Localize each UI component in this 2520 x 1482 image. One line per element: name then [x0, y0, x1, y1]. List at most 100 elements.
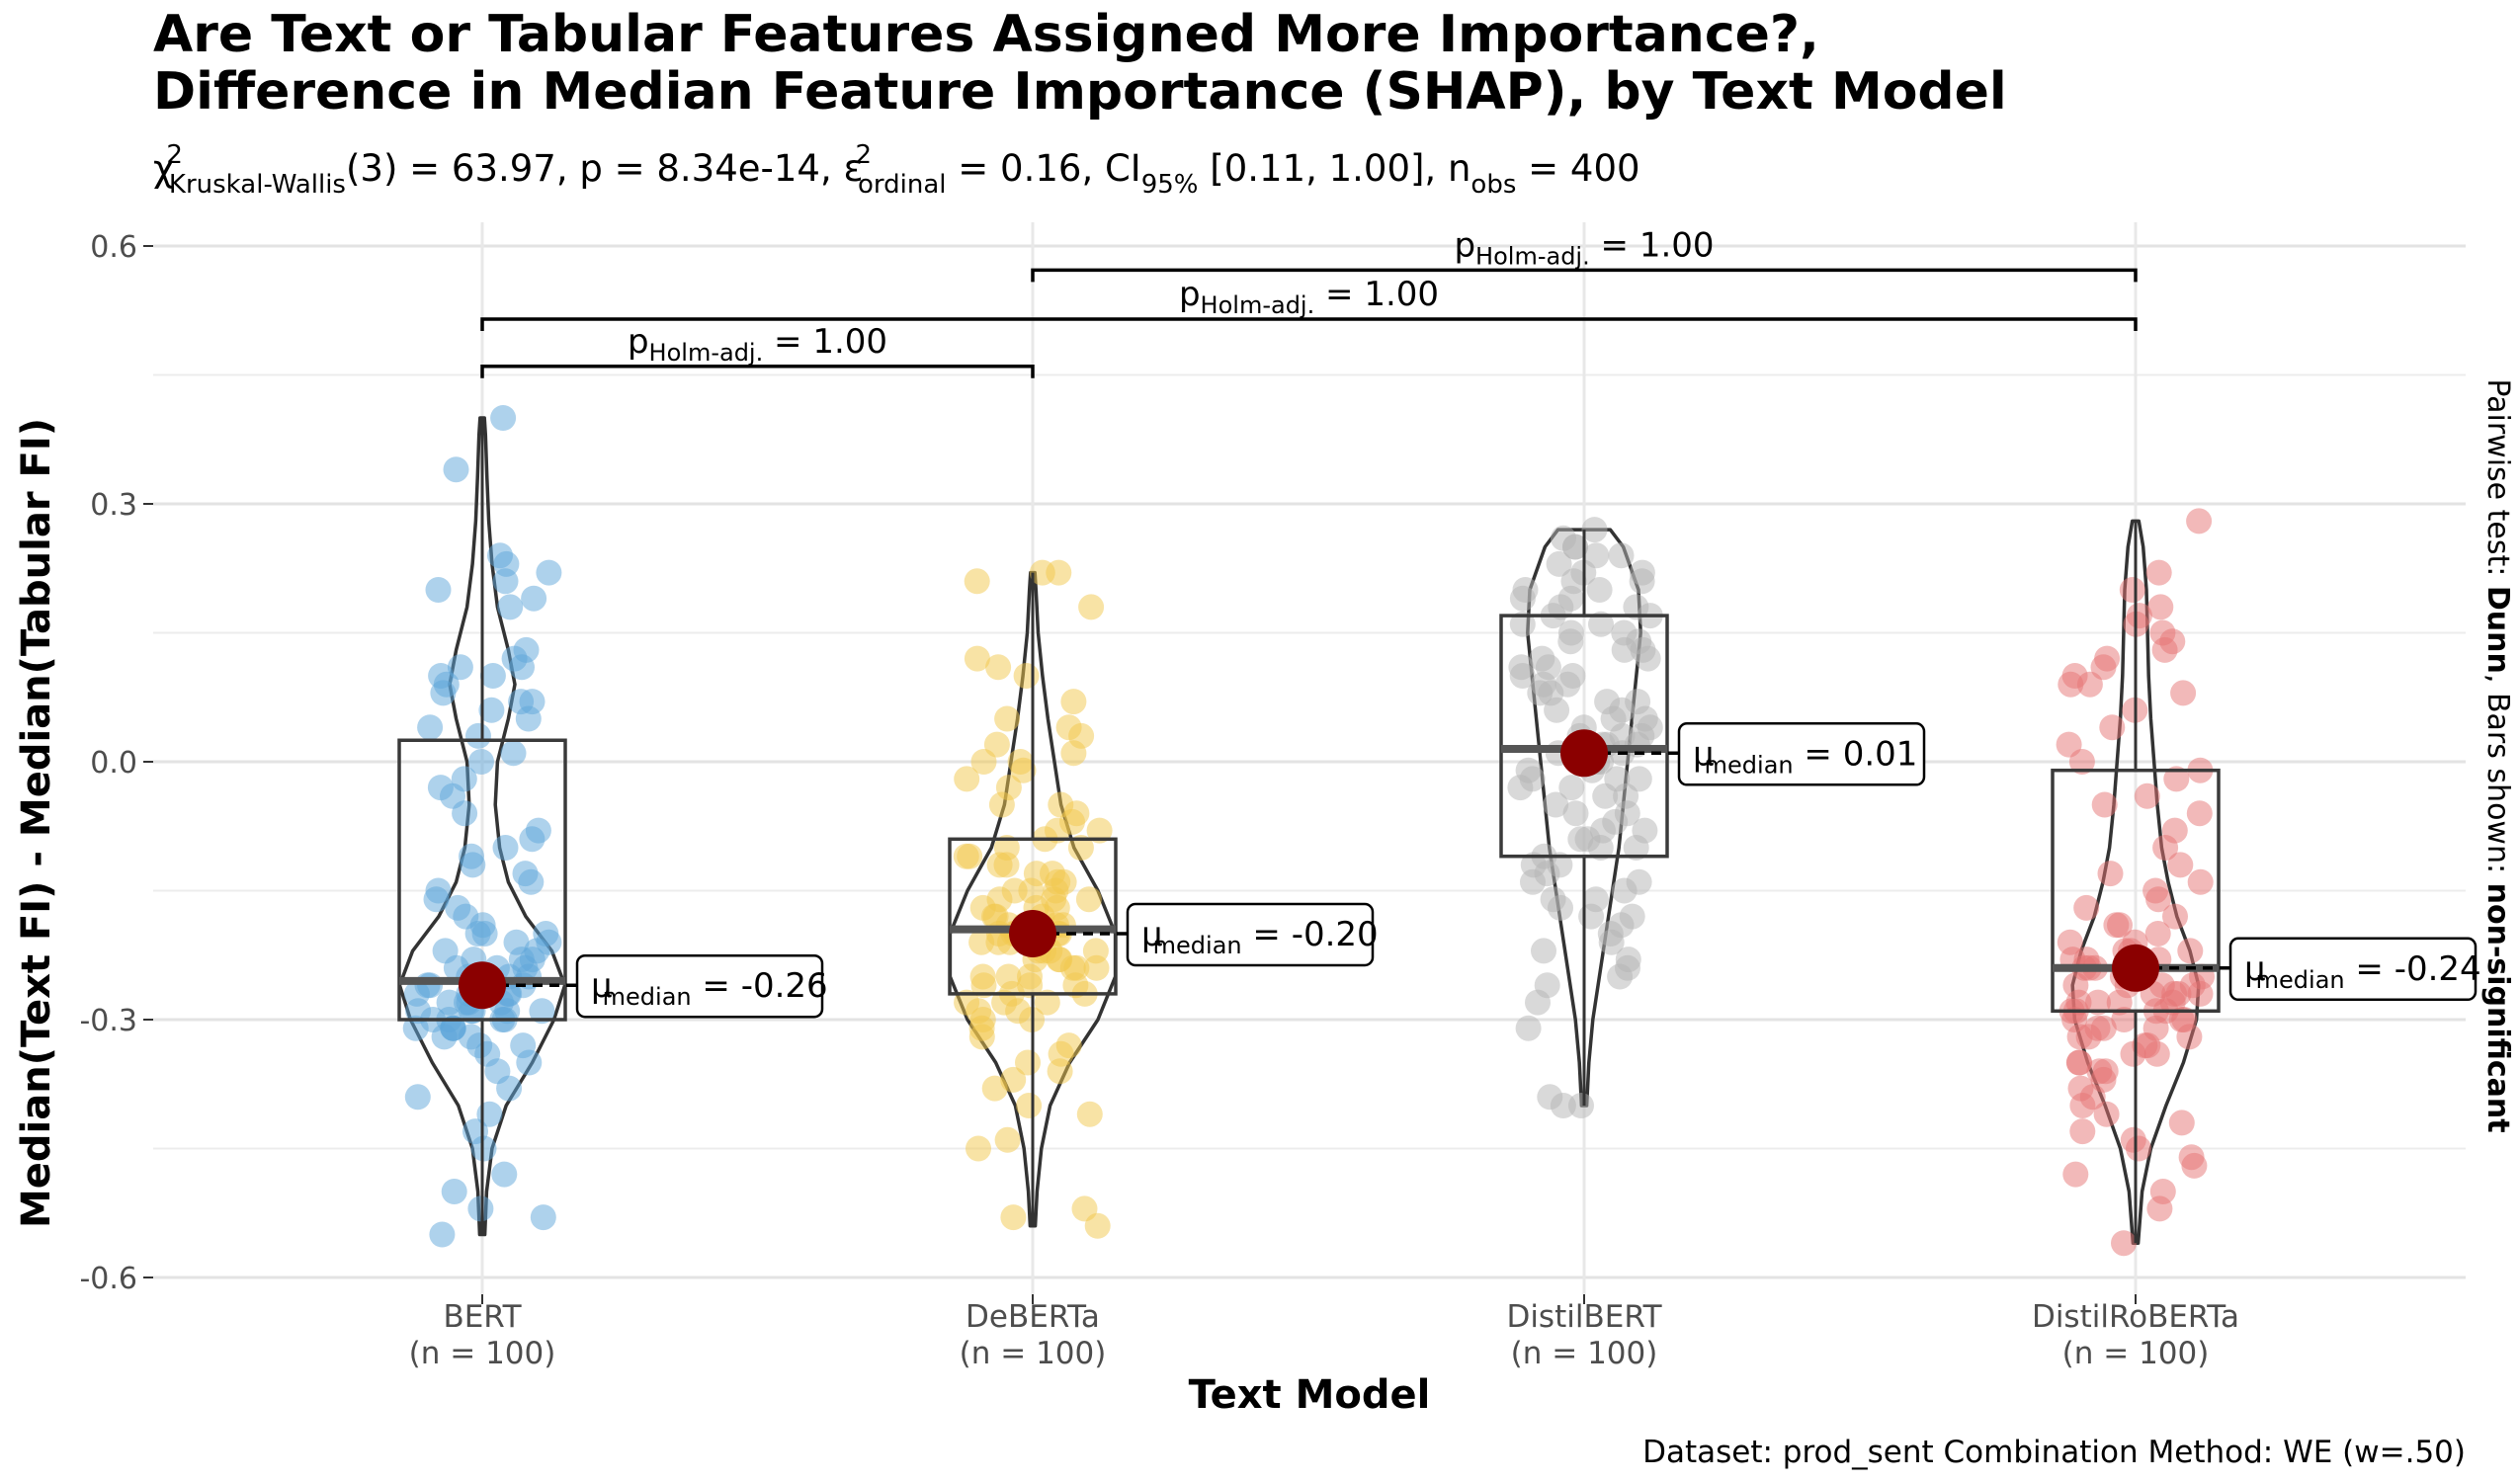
data-point: [991, 989, 1018, 1016]
data-point: [447, 654, 473, 681]
median-label-text: μmedian = -0.20: [1141, 915, 1379, 959]
y-tick-label: 0.3: [90, 488, 137, 523]
data-point: [1509, 585, 1536, 612]
box-iqr: [2051, 768, 2221, 1014]
data-point: [2163, 766, 2190, 792]
data-point: [968, 1024, 995, 1050]
data-point: [1531, 938, 1556, 964]
data-point: [1611, 877, 1638, 904]
data-point: [1557, 628, 1584, 655]
data-point: [2057, 929, 2083, 955]
data-point: [1626, 766, 1652, 792]
data-point: [427, 775, 454, 801]
data-point: [404, 1084, 431, 1111]
data-point: [1607, 963, 1634, 990]
data-point: [491, 1161, 518, 1188]
jitter-points: [402, 405, 2215, 1257]
x-tick-label: DistilBERT: [1506, 1299, 1662, 1335]
data-point: [490, 405, 517, 431]
median-markers: μmedian = -0.26 μmedian = -0.20 μmedian = …: [459, 722, 2481, 1019]
caption: Dataset: prod_sent Combination Method: W…: [1642, 1435, 2466, 1470]
median-point: [1009, 910, 1056, 957]
data-point: [508, 947, 535, 973]
data-point: [529, 998, 555, 1025]
data-point: [2073, 894, 2100, 921]
data-point: [452, 800, 478, 827]
data-point: [1623, 835, 1649, 861]
boxplots: [397, 418, 2221, 1244]
data-point: [981, 1075, 1008, 1102]
bracket-line: [1031, 268, 2138, 283]
violins: [397, 416, 2201, 1245]
x-tick-label: BERT: [443, 1299, 522, 1335]
data-point: [988, 791, 1015, 818]
data-point: [2159, 628, 2186, 655]
data-point: [2165, 980, 2192, 1007]
data-point: [2186, 800, 2213, 827]
data-point: [2170, 680, 2197, 706]
median-label: μmedian = -0.20: [1126, 902, 1379, 967]
data-point: [468, 749, 494, 775]
data-point: [2119, 577, 2145, 603]
median-label-box: [1677, 722, 1926, 786]
data-point: [2076, 671, 2103, 698]
data-point: [423, 886, 450, 913]
bracket-line: [480, 365, 1035, 378]
data-point: [492, 568, 519, 595]
y-tick-label: -0.3: [79, 1004, 137, 1038]
bracket-label: pHolm-adj. = 1.00: [628, 322, 887, 367]
data-point: [518, 868, 545, 895]
data-point: [496, 1075, 523, 1102]
data-point: [429, 1221, 456, 1248]
data-point: [2069, 1093, 2096, 1118]
data-point: [1076, 1101, 1103, 1127]
data-point: [440, 1015, 466, 1041]
data-point: [964, 568, 990, 595]
data-point: [2084, 1015, 2111, 1041]
data-point: [2120, 1040, 2146, 1067]
data-point: [1046, 559, 1072, 586]
data-point: [467, 1195, 494, 1222]
pairwise-test-label: Pairwise test: Dunn, Bars shown: non-sig…: [2480, 378, 2515, 1132]
x-tick-label: DeBERTa: [966, 1299, 1100, 1335]
chart-title-line-2: Difference in Median Feature Importance …: [153, 62, 2007, 122]
data-point: [515, 705, 542, 732]
data-point: [2176, 1024, 2203, 1050]
data-point: [471, 921, 498, 947]
data-point: [1083, 954, 1110, 981]
median-label: μmedian = -0.24: [2228, 937, 2481, 1002]
data-point: [2144, 921, 2171, 947]
data-point: [1084, 1212, 1111, 1239]
data-point: [1562, 534, 1588, 560]
data-point: [2167, 852, 2194, 878]
data-point: [516, 1049, 543, 1076]
stat-subtitle: χ2 Kruskal-Wallis(3) = 63.97, p = 8.34e-1…: [153, 140, 1640, 200]
data-point: [2066, 1049, 2093, 1076]
data-point: [2152, 835, 2179, 861]
data-point: [1608, 542, 1635, 569]
data-point: [985, 654, 1012, 681]
data-point: [443, 456, 469, 483]
data-point: [993, 852, 1020, 878]
median-label-box: [575, 953, 824, 1019]
data-point: [465, 722, 491, 749]
data-point: [460, 852, 486, 878]
data-point: [1568, 1093, 1594, 1118]
data-point: [1086, 817, 1113, 844]
data-point: [1060, 689, 1087, 715]
data-point: [1546, 550, 1572, 577]
data-point: [519, 826, 546, 853]
data-point: [497, 594, 524, 620]
x-tick-count: (n = 100): [409, 1336, 556, 1371]
median-label-text: μmedian = -0.24: [2244, 949, 2481, 994]
y-axis-ticks: -0.6 -0.3 0.0 0.3 0.6: [79, 230, 153, 1296]
data-point: [1548, 894, 1573, 921]
data-point: [1588, 611, 1614, 637]
data-point: [1550, 1093, 1576, 1118]
data-point: [1000, 1204, 1027, 1231]
data-point: [964, 645, 990, 672]
data-point: [1060, 740, 1087, 767]
y-tick-label: 0.0: [90, 746, 137, 781]
data-point: [1075, 886, 1102, 913]
data-point: [1015, 1049, 1041, 1076]
